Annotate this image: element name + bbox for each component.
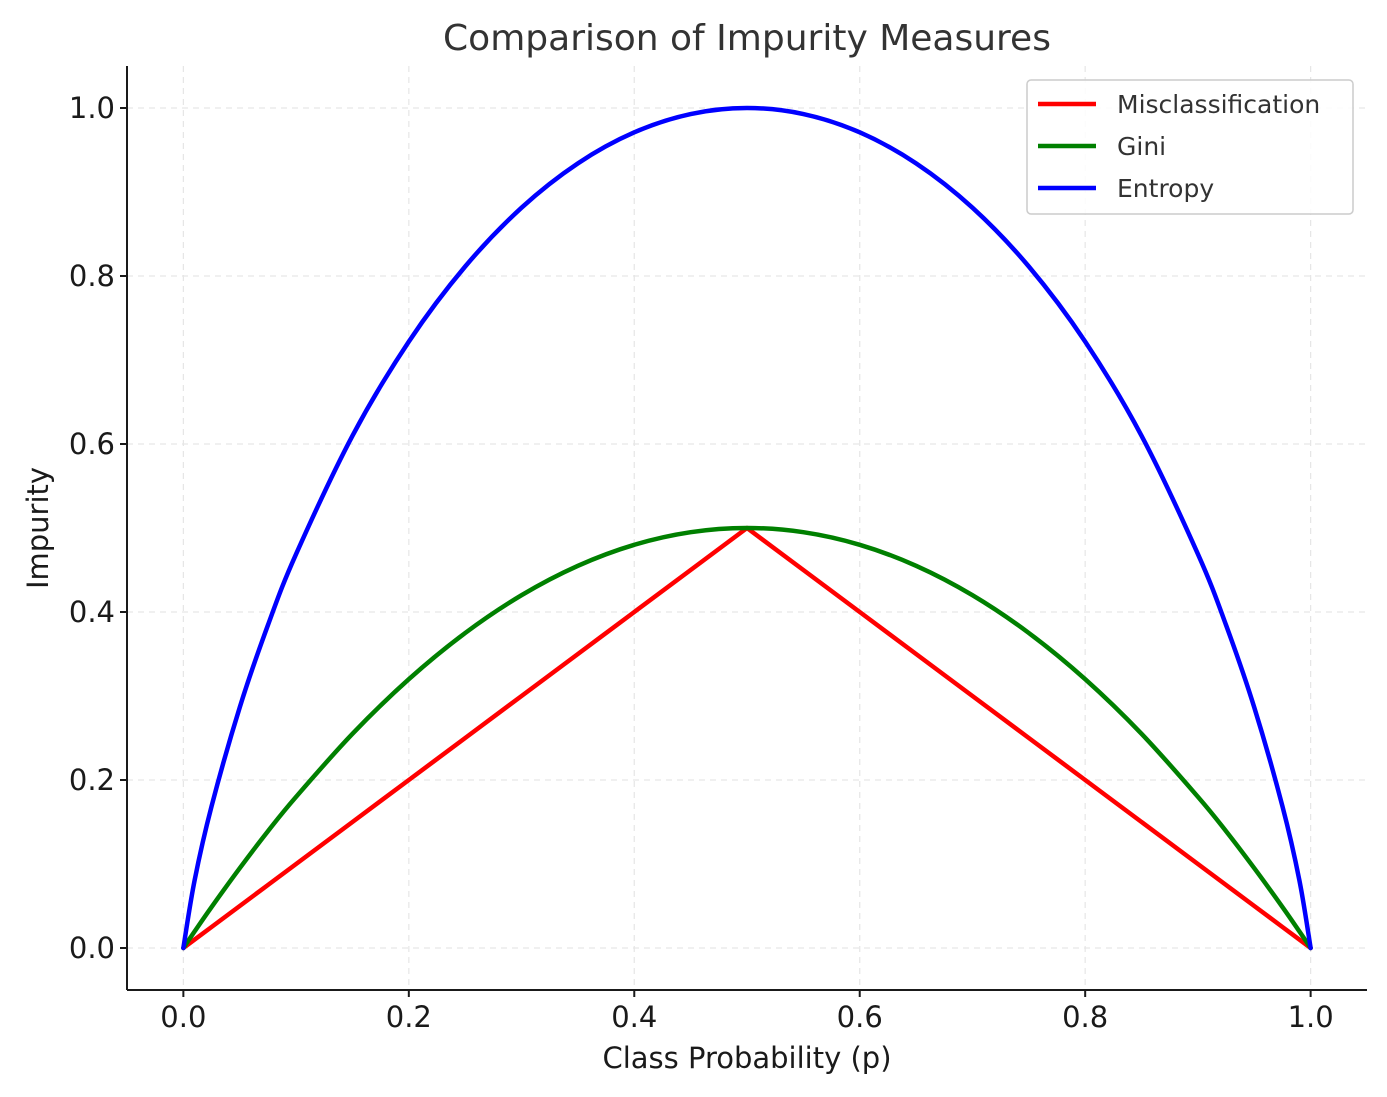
x-tick-label: 0.6 bbox=[837, 1000, 883, 1034]
y-tick-label: 0.4 bbox=[69, 595, 115, 629]
y-axis-label: Impurity bbox=[21, 467, 55, 589]
x-tick-label: 0.2 bbox=[386, 1000, 432, 1034]
axes: 0.0 0.2 0.4 0.6 0.8 1.0 0.0 0.2 0.4 0.6 0.8 1.0 bbox=[69, 66, 1367, 1034]
x-tick-label: 0.0 bbox=[160, 1000, 206, 1034]
legend: Misclassification Gini Entropy bbox=[1026, 79, 1354, 215]
series-lines bbox=[181, 105, 1313, 951]
y-tick-label: 0.0 bbox=[69, 931, 115, 965]
x-tick-label: 0.8 bbox=[1062, 1000, 1108, 1034]
x-tick-label: 0.4 bbox=[611, 1000, 657, 1034]
y-tick-label: 1.0 bbox=[69, 91, 115, 125]
chart-title: Comparison of Impurity Measures bbox=[443, 18, 1051, 59]
series-line-misclassification bbox=[181, 525, 1313, 951]
legend-label-misclassification: Misclassification bbox=[1117, 90, 1320, 119]
y-tick-label: 0.2 bbox=[69, 763, 115, 797]
x-tick-label: 1.0 bbox=[1288, 1000, 1334, 1034]
legend-label-entropy: Entropy bbox=[1117, 174, 1214, 203]
legend-label-gini: Gini bbox=[1117, 132, 1166, 161]
series-line-entropy bbox=[181, 105, 1313, 951]
y-tick-label: 0.8 bbox=[69, 259, 115, 293]
y-tick-label: 0.6 bbox=[69, 427, 115, 461]
x-axis-label: Class Probability (p) bbox=[602, 1041, 891, 1075]
series-line-gini bbox=[181, 525, 1313, 951]
legend-box bbox=[1026, 79, 1354, 215]
